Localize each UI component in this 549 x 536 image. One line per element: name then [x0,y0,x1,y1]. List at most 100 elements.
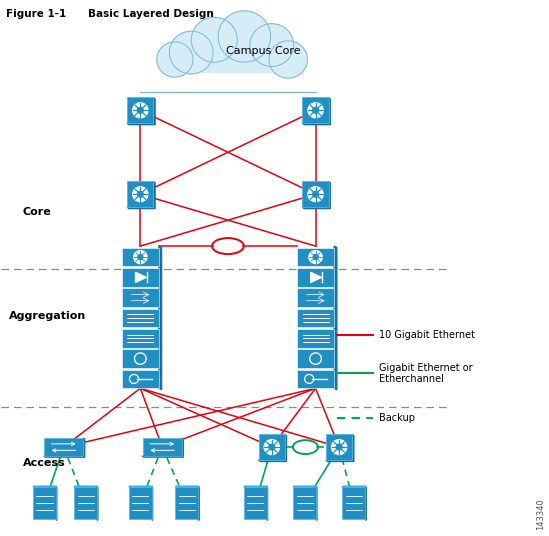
FancyBboxPatch shape [343,487,365,519]
Polygon shape [159,246,161,268]
FancyBboxPatch shape [244,487,267,519]
FancyBboxPatch shape [122,268,159,287]
Polygon shape [83,438,85,457]
Polygon shape [136,272,146,282]
FancyBboxPatch shape [297,329,334,348]
Polygon shape [302,123,330,125]
Polygon shape [97,487,98,520]
Polygon shape [127,123,155,125]
Circle shape [218,11,271,62]
Text: Basic Layered Design: Basic Layered Design [88,9,214,19]
Circle shape [137,191,143,197]
Text: Campus Core: Campus Core [226,47,301,56]
Polygon shape [176,486,199,487]
FancyBboxPatch shape [44,438,83,456]
Circle shape [264,440,279,455]
FancyBboxPatch shape [176,487,198,519]
Polygon shape [33,486,57,487]
Polygon shape [159,266,161,288]
Circle shape [133,103,148,118]
Polygon shape [316,487,317,520]
Polygon shape [154,181,155,209]
FancyBboxPatch shape [326,434,352,460]
FancyBboxPatch shape [122,349,159,368]
Text: Core: Core [23,207,52,217]
Text: Aggregation: Aggregation [9,311,86,321]
FancyBboxPatch shape [297,288,334,307]
Polygon shape [334,368,337,390]
Circle shape [169,31,213,74]
Polygon shape [159,307,161,329]
Polygon shape [159,348,161,369]
Polygon shape [244,486,267,487]
Polygon shape [159,327,161,349]
FancyBboxPatch shape [293,487,316,519]
Text: Figure 1-1: Figure 1-1 [6,9,66,19]
Polygon shape [56,487,57,520]
Polygon shape [154,98,155,125]
Polygon shape [152,487,153,520]
Polygon shape [365,487,366,520]
Circle shape [157,42,193,77]
Circle shape [313,107,318,113]
Polygon shape [159,368,161,390]
Polygon shape [74,486,98,487]
Circle shape [308,187,323,202]
Polygon shape [329,181,330,209]
Circle shape [250,24,294,66]
Circle shape [269,444,274,450]
Polygon shape [182,438,183,457]
FancyBboxPatch shape [297,370,334,388]
Circle shape [313,255,318,259]
Polygon shape [44,456,85,457]
FancyBboxPatch shape [297,268,334,287]
Circle shape [137,107,143,113]
FancyBboxPatch shape [127,98,154,123]
FancyBboxPatch shape [129,487,152,519]
Circle shape [313,191,318,197]
Polygon shape [311,272,322,282]
Polygon shape [129,486,153,487]
FancyBboxPatch shape [302,181,329,207]
Text: 10 Gigabit Ethernet: 10 Gigabit Ethernet [379,330,474,340]
FancyBboxPatch shape [122,288,159,307]
Circle shape [336,444,342,450]
Polygon shape [198,487,199,520]
Circle shape [309,250,322,264]
FancyBboxPatch shape [143,438,182,456]
Polygon shape [127,207,155,209]
Text: Gigabit Ethernet or
Etherchannel: Gigabit Ethernet or Etherchannel [379,362,472,384]
FancyBboxPatch shape [297,309,334,327]
Bar [167,50,296,72]
Polygon shape [334,348,337,369]
FancyBboxPatch shape [302,98,329,123]
FancyBboxPatch shape [122,309,159,327]
Circle shape [133,187,148,202]
Circle shape [269,41,307,78]
FancyBboxPatch shape [122,370,159,388]
FancyBboxPatch shape [297,349,334,368]
FancyBboxPatch shape [259,434,285,460]
FancyBboxPatch shape [297,248,334,266]
Polygon shape [302,207,330,209]
Polygon shape [326,460,354,461]
Polygon shape [143,456,183,457]
Polygon shape [329,98,330,125]
Polygon shape [285,434,287,461]
Polygon shape [334,307,337,329]
Text: Backup: Backup [379,413,414,422]
Text: 143340: 143340 [536,498,546,530]
Polygon shape [334,287,337,309]
Polygon shape [259,460,287,461]
Polygon shape [334,266,337,288]
Circle shape [191,17,237,62]
Polygon shape [334,246,337,268]
Polygon shape [293,486,317,487]
Circle shape [308,103,323,118]
FancyBboxPatch shape [33,487,56,519]
Text: Access: Access [23,458,65,468]
Polygon shape [352,434,354,461]
Circle shape [133,250,147,264]
Polygon shape [159,287,161,309]
Circle shape [138,255,143,259]
